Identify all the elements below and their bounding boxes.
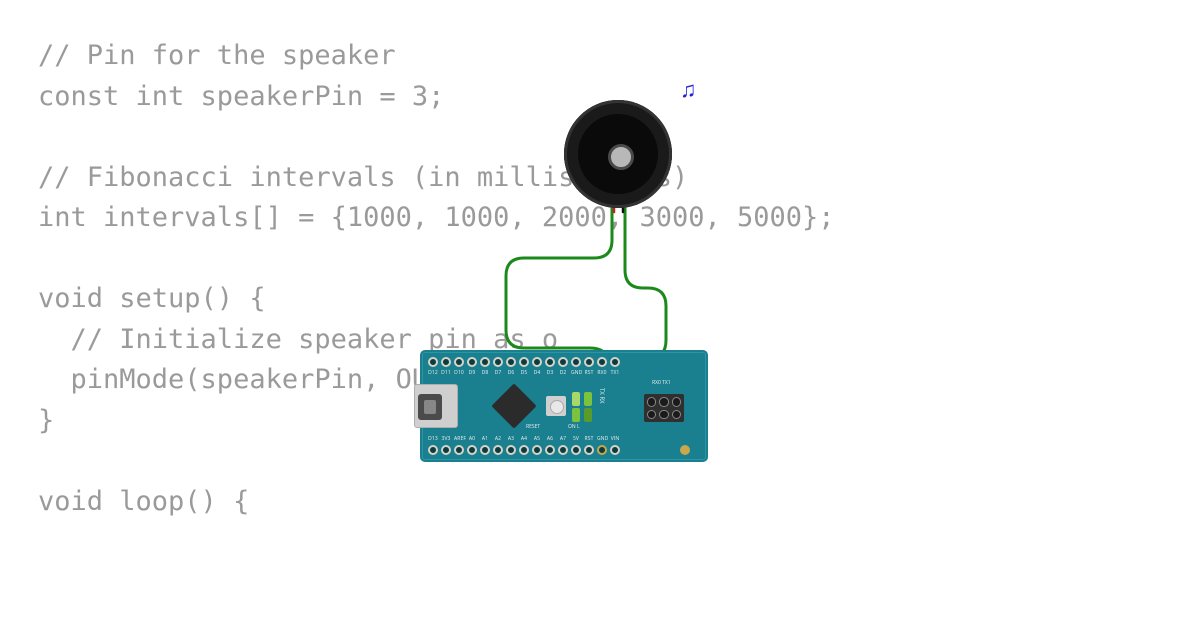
code-snippet: // Pin for the speaker const int speaker… — [38, 36, 658, 522]
gold-pad — [680, 445, 690, 455]
music-note-icon: ♫ — [680, 74, 697, 104]
